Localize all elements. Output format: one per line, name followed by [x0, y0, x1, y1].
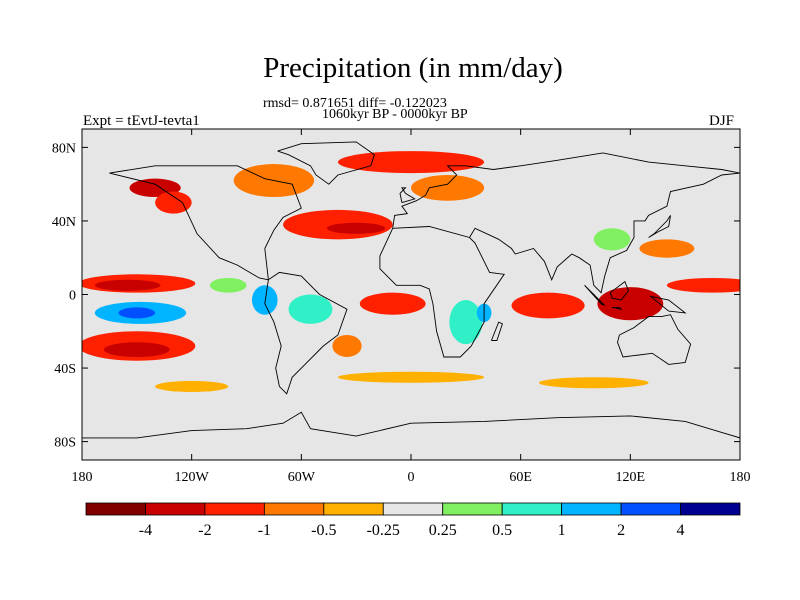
season-label: DJF — [709, 113, 735, 129]
lat-tick-label: 40S — [54, 362, 76, 377]
anomaly-region — [538, 377, 649, 389]
period-subtitle: 1060kyr BP - 0000kyr BP — [322, 107, 468, 122]
colorbar-swatch — [263, 502, 325, 516]
anomaly-region — [155, 380, 229, 392]
coastline — [650, 295, 687, 314]
coastline — [612, 306, 623, 310]
colorbar-swatch — [561, 502, 622, 516]
anomaly-region — [332, 334, 362, 358]
lon-tick-label: 120E — [616, 470, 646, 485]
coastline — [109, 165, 302, 281]
colorbar-swatch — [442, 502, 503, 516]
chart-title: Precipitation (in mm/day) — [263, 52, 563, 84]
anomaly-region — [251, 285, 278, 315]
coastline — [617, 314, 692, 365]
colorbar-swatch — [620, 502, 681, 516]
lon-tick-label: 0 — [408, 470, 415, 485]
colorbar-label: 4 — [677, 522, 685, 539]
colorbar-swatch — [680, 502, 741, 516]
anomaly-region — [288, 294, 333, 324]
coastline — [490, 321, 503, 341]
anomaly-region — [639, 239, 695, 258]
colorbar: -4 -2 -1 -0.5 -0.25 0.25 0.5 1 2 4 — [85, 502, 741, 539]
anomaly-region — [597, 287, 664, 321]
colorbar-swatch — [323, 502, 384, 516]
lon-tick-label: 180 — [730, 470, 751, 485]
colorbar-label: 0.5 — [492, 522, 512, 539]
anomaly-region — [155, 191, 192, 214]
stats-subtitle: rmsd= 0.871651 diff= -0.122023 — [263, 96, 447, 111]
coastline — [379, 226, 505, 358]
colorbar-swatch — [501, 502, 563, 516]
anomaly-region — [118, 307, 156, 319]
coastline — [399, 187, 416, 204]
anomaly-region — [209, 277, 247, 293]
axis-ticks: 80N 40N 0 40S 80S 180 120W 60W 0 60E 120E 180 — [52, 129, 751, 485]
lat-tick-label: 80S — [54, 436, 76, 451]
coastline — [392, 152, 740, 229]
colorbar-swatch — [382, 502, 444, 516]
lat-tick-label: 80N — [52, 141, 76, 156]
experiment-label: Expt = tEvtJ-tevta1 — [83, 113, 200, 129]
lon-tick-label: 60W — [288, 470, 316, 485]
lon-tick-label: 120W — [175, 470, 210, 485]
colorbar-label: -0.5 — [311, 522, 336, 539]
colorbar-label: 2 — [617, 522, 625, 539]
anomaly-region — [511, 292, 585, 319]
colorbar-swatch — [85, 502, 146, 516]
coastline — [277, 141, 375, 185]
anomaly-region — [326, 222, 386, 234]
lat-tick-label: 0 — [69, 289, 76, 304]
colorbar-label: -2 — [198, 522, 211, 539]
anomaly-region — [666, 277, 740, 293]
anomaly-layer — [82, 151, 740, 392]
anomaly-region — [337, 371, 485, 383]
lon-tick-label: 180 — [72, 470, 93, 485]
coastline — [469, 172, 740, 294]
coastline-layer — [82, 141, 740, 439]
colorbar-label: 1 — [558, 522, 566, 539]
anomaly-region — [103, 342, 170, 358]
colorbar-swatch — [204, 502, 265, 516]
colorbar-label: -4 — [139, 522, 152, 539]
lat-tick-label: 40N — [52, 215, 76, 230]
lon-tick-label: 60E — [509, 470, 532, 485]
anomaly-region — [449, 300, 483, 345]
colorbar-label: -0.25 — [367, 522, 400, 539]
anomaly-region — [359, 292, 426, 315]
anomaly-region — [593, 228, 631, 251]
anomaly-region — [337, 151, 485, 174]
anomaly-region — [411, 174, 485, 201]
coastline — [609, 280, 630, 301]
coastline — [648, 215, 671, 238]
coastline — [264, 271, 348, 395]
colorbar-label: -1 — [258, 522, 271, 539]
colorbar-swatch — [145, 502, 206, 516]
coastline — [584, 284, 606, 306]
coastline — [82, 411, 740, 439]
colorbar-label: 0.25 — [429, 522, 457, 539]
anomaly-region — [94, 279, 161, 291]
